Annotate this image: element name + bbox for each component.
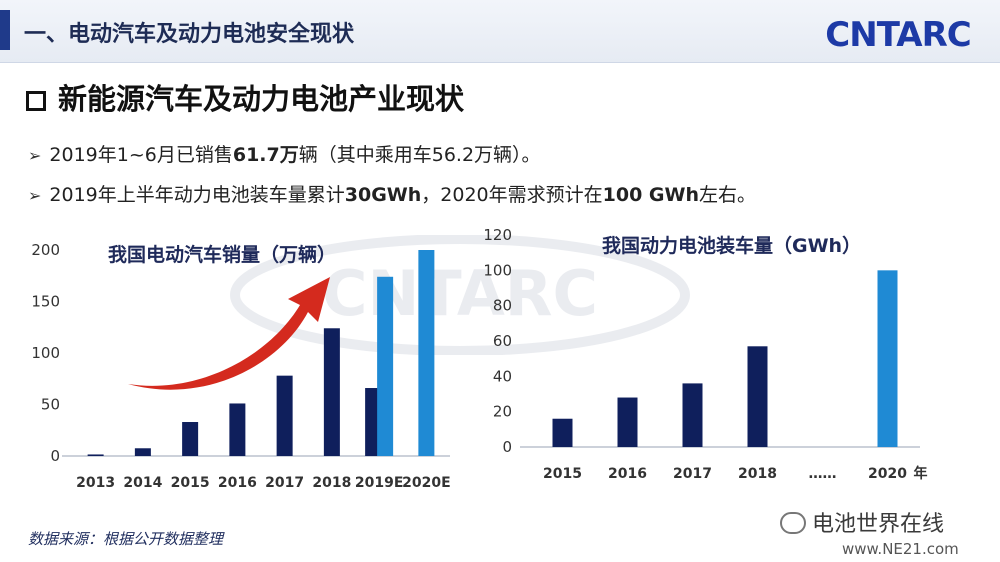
ev-sales-y-tick-label: 0	[50, 447, 60, 465]
arrow-bullet-icon: ➢	[28, 186, 42, 205]
square-bullet-icon	[26, 91, 46, 111]
wechat-icon	[780, 512, 806, 534]
bullet-1-post: 辆（其中乘用车56.2万辆）。	[298, 144, 541, 166]
header-title: 一、电动汽车及动力电池安全现状	[24, 22, 355, 47]
battery-bar	[682, 383, 703, 447]
ev-sales-chart-title: 我国电动汽车销量（万辆）	[108, 244, 337, 266]
bullet-2-mid: ，2020年需求预计在	[421, 184, 603, 206]
data-source-note: 数据来源：根据公开数据整理	[28, 530, 224, 548]
battery-x-tick-label: 2015	[543, 466, 582, 482]
ev-sales-x-tick-label: 2018	[312, 475, 351, 491]
bullet-2-post: 左右。	[699, 184, 757, 206]
bullet-1-bold: 61.7万	[232, 144, 299, 166]
ev-sales-x-tick-label: 2015	[171, 475, 210, 491]
battery-y-tick-label: 80	[493, 297, 512, 315]
ev-sales-y-tick-label: 150	[31, 293, 60, 311]
ev-sales-x-tick-label: 2017	[265, 475, 304, 491]
bullet-2-bold: 30GWh	[344, 184, 422, 206]
ev-sales-y-tick-label: 50	[41, 396, 60, 414]
battery-x-tick-label: ……	[809, 466, 837, 482]
ev-sales-bar	[87, 454, 104, 456]
battery-bar	[747, 346, 768, 447]
cntarc-logo: CNTARC	[825, 15, 971, 55]
battery-y-tick-label: 20	[493, 403, 512, 421]
credit-label: 电池世界在线	[780, 506, 944, 538]
battery-x-tick-label: 2017	[673, 466, 712, 482]
bullet-battery: ➢ 2019年上半年动力电池装车量累计30GWh，2020年需求预计在100 GW…	[28, 180, 756, 207]
battery-x-tick-label: 2018	[738, 466, 777, 482]
ev-sales-bar	[276, 375, 293, 456]
bullet-2-bold2: 100 GWh	[602, 184, 700, 206]
arrow-bullet-icon: ➢	[28, 146, 42, 165]
battery-y-tick-label: 0	[502, 438, 512, 456]
ev-sales-bar	[323, 328, 340, 456]
battery-chart-title: 我国动力电池装车量（GWh）	[602, 235, 862, 257]
section-title-text: 新能源汽车及动力电池产业现状	[58, 82, 465, 116]
ev-sales-y-tick-label: 100	[31, 344, 60, 362]
bullet-1-pre: 2019年1~6月已销售	[49, 144, 233, 166]
battery-y-tick-label: 60	[493, 332, 512, 350]
trend-arrow-icon	[128, 277, 330, 390]
ev-sales-x-tick-label: 2016	[218, 475, 257, 491]
watermark-text: CNTARC	[322, 257, 598, 330]
ev-sales-x-tick-label: 2013	[76, 475, 115, 491]
credit-url: www.NE21.com	[842, 540, 959, 558]
ev-sales-x-tick-label: 2014	[123, 475, 162, 491]
logo-text: CNTARC	[825, 15, 970, 55]
credit-text: 电池世界在线	[812, 512, 945, 537]
battery-x-tick-label: 2020	[868, 466, 907, 482]
watermark-logo: CNTARC	[230, 235, 690, 355]
battery-y-tick-label: 40	[493, 367, 512, 385]
ev-sales-bar	[229, 403, 246, 456]
battery-y-tick-label: 120	[483, 226, 512, 244]
header-accent	[0, 10, 10, 50]
ev-sales-bar	[134, 448, 151, 456]
bullet-sales: ➢ 2019年1~6月已销售61.7万辆（其中乘用车56.2万辆）。	[28, 140, 541, 167]
battery-install-chart: 0 20 40 60 80 100 120 2015 2016 2017 2018 …… 2020 年	[483, 226, 928, 482]
ev-sales-bar	[377, 276, 394, 456]
ev-sales-bar	[418, 250, 435, 456]
ev-sales-x-tick-label: 2020E	[402, 475, 451, 491]
bullet-2-pre: 2019年上半年动力电池装车量累计	[49, 184, 345, 206]
battery-bar	[552, 418, 573, 447]
battery-x-tick-label: 2016	[608, 466, 647, 482]
section-title: 新能源汽车及动力电池产业现状	[26, 76, 464, 118]
battery-bar	[877, 270, 898, 447]
battery-x-suffix: 年	[914, 465, 928, 482]
battery-y-tick-label: 100	[483, 261, 512, 279]
ev-sales-y-tick-label: 200	[31, 241, 60, 259]
ev-sales-x-tick-label: 2019E	[355, 475, 404, 491]
ev-sales-bar	[182, 422, 199, 456]
header-bar	[0, 0, 1000, 63]
battery-bar	[617, 397, 638, 447]
ev-sales-chart: 0 50 100 150 200 2013 2014 2015 2016 2017 2018 2019…	[31, 241, 451, 491]
